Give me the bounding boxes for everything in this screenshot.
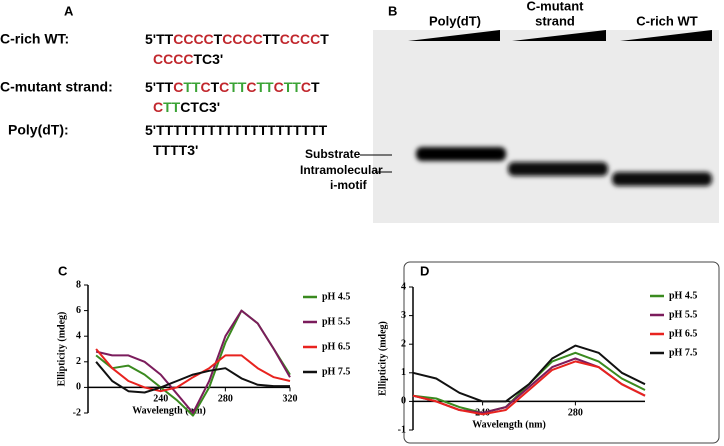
sequence-segment: TT <box>163 99 181 115</box>
gel <box>373 30 719 223</box>
band-label: i-motif <box>330 178 368 192</box>
x-tick-label: 240 <box>153 394 168 405</box>
sequence-line: 5'TTCTTCTCTTCTTCTTCT <box>145 79 320 95</box>
sequence-segment: T <box>320 31 329 47</box>
sequence-name: Poly(dT): <box>8 122 69 138</box>
sequence-segment: TC3' <box>193 51 223 67</box>
sequence-segment: C <box>173 79 183 95</box>
sequence-segment: C <box>246 79 256 95</box>
series-line <box>95 309 291 414</box>
legend-label: pH 6.5 <box>322 341 350 352</box>
y-tick-label: 0 <box>76 382 81 393</box>
sequence-segment: C <box>274 79 284 95</box>
sequence-segment: CCCC <box>222 31 262 47</box>
legend-label: pH 5.5 <box>322 316 350 327</box>
y-axis-label: Ellipticity (mdeg) <box>377 321 388 396</box>
sequence-segment: T <box>211 79 220 95</box>
wedge <box>408 30 500 41</box>
wedge <box>620 30 712 41</box>
wedge <box>512 30 606 41</box>
legend-label: pH 4.5 <box>322 291 350 302</box>
x-tick-label: 320 <box>283 394 298 405</box>
legend-label: pH 6.5 <box>669 328 697 339</box>
y-tick-label: 0 <box>401 396 406 407</box>
sequence-segment: 5'TTTTTTTTTTTTTTTTTTTT <box>145 122 328 138</box>
y-tick-label: 2 <box>76 356 81 367</box>
sequence-segment: C <box>153 99 163 115</box>
y-tick-label: 4 <box>76 330 81 341</box>
x-axis-label: Wavelength (nm) <box>472 420 546 431</box>
sequence-segment: T <box>311 79 320 95</box>
series-line <box>95 348 291 393</box>
sequence-segment: T <box>214 31 223 47</box>
sequence-name: C-mutant strand: <box>0 79 113 95</box>
lane-label: C-mutant <box>526 0 584 13</box>
series-line <box>95 309 291 417</box>
sequence-segment: TT <box>229 79 247 95</box>
sequence-segment: 5'TT <box>145 31 174 47</box>
sequence-line: TTTT3' <box>153 142 198 158</box>
band-label: Substrate <box>305 147 361 161</box>
sequence-name: C-rich WT: <box>0 31 69 47</box>
sequence-segment: 5'TT <box>145 79 174 95</box>
sequence-line: CCCCTC3' <box>153 51 223 67</box>
y-tick-label: 8 <box>76 279 81 290</box>
sequence-segment: CCCC <box>173 31 213 47</box>
x-axis-label: Wavelength (nm) <box>132 406 206 417</box>
lane-label: strand <box>535 13 575 28</box>
band-label: Intramolecular <box>300 163 383 177</box>
sequence-segment: CTC3' <box>180 99 220 115</box>
sequence-line: CTTCTC3' <box>153 99 220 115</box>
panel-label: B <box>388 3 397 18</box>
sequence-segment: TT <box>263 31 281 47</box>
sequence-segment: TTTT3' <box>153 142 198 158</box>
y-axis-label: Ellipticity (mdeg) <box>56 312 67 387</box>
panel-label: D <box>420 263 429 278</box>
lane-label: Poly(dT) <box>429 13 481 28</box>
y-tick-label: 3 <box>401 310 406 321</box>
y-tick-label: 1 <box>401 367 406 378</box>
y-tick-label: 4 <box>401 281 406 292</box>
y-tick-label: 2 <box>401 338 406 349</box>
series-line <box>412 360 646 416</box>
y-tick-label: -1 <box>398 424 406 435</box>
y-tick-label: 6 <box>76 305 81 316</box>
sequence-segment: CCCC <box>280 31 320 47</box>
sequence-segment: CCCC <box>153 51 193 67</box>
sequence-segment: TT <box>284 79 302 95</box>
sequence-segment: TT <box>183 79 201 95</box>
legend-label: pH 7.5 <box>669 347 697 358</box>
sequence-segment: TT <box>257 79 275 95</box>
lane-label: C-rich WT <box>636 13 697 28</box>
gel-band <box>416 147 506 161</box>
sequence-line: 5'TTCCCCTCCCCTTCCCCT <box>145 31 329 47</box>
panel-label: A <box>64 3 74 18</box>
x-tick-label: 280 <box>568 408 583 419</box>
legend-label: pH 5.5 <box>669 309 697 320</box>
legend-label: pH 4.5 <box>669 290 697 301</box>
x-tick-label: 280 <box>218 394 233 405</box>
series-line <box>412 344 646 403</box>
y-tick-label: -2 <box>73 407 81 418</box>
sequence-line: 5'TTTTTTTTTTTTTTTTTTTT <box>145 122 328 138</box>
sequence-segment: C <box>200 79 210 95</box>
sequence-segment: C <box>301 79 311 95</box>
panel-label: C <box>58 263 68 278</box>
series-line <box>95 361 290 394</box>
gel-band <box>612 172 712 186</box>
sequence-segment: C <box>219 79 229 95</box>
panel-frame <box>403 261 720 444</box>
gel-band <box>508 162 608 176</box>
legend-label: pH 7.5 <box>322 366 350 377</box>
